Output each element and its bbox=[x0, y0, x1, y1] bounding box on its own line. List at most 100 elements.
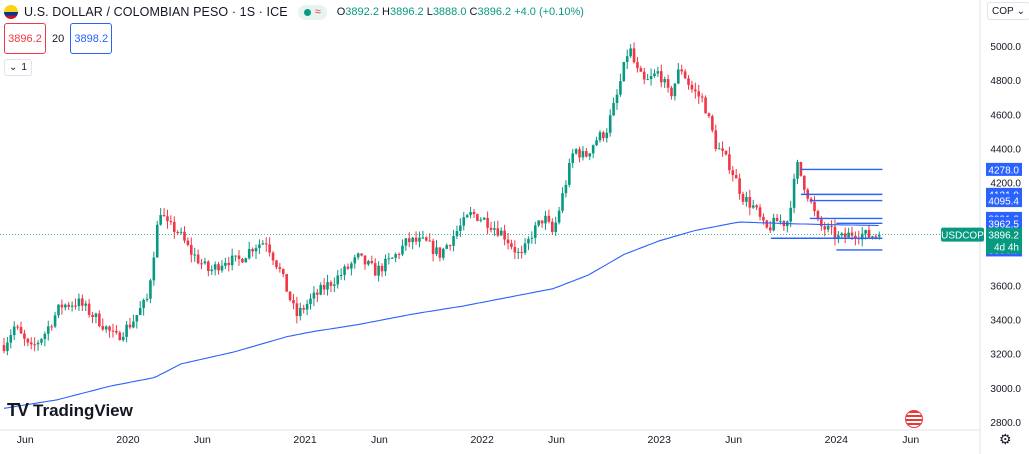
candle-body bbox=[264, 243, 268, 245]
candle-body bbox=[111, 330, 115, 332]
candle-body bbox=[867, 230, 871, 238]
ohlc-values: O3892.2 H3896.2 L3888.0 C3896.2 +4.0 (+0… bbox=[337, 6, 584, 18]
candle-body bbox=[329, 282, 333, 286]
candle-body bbox=[486, 217, 489, 228]
candle-body bbox=[503, 230, 506, 240]
candle-body bbox=[227, 262, 231, 266]
symbol-title[interactable]: U.S. DOLLAR / COLOMBIAN PESO · 1S · ICE bbox=[24, 5, 288, 19]
price-tick-label: 2800.0 bbox=[990, 418, 1021, 429]
wave-icon: ≈ bbox=[314, 6, 321, 18]
candle-body bbox=[424, 237, 428, 241]
candle-body bbox=[26, 338, 30, 343]
candle-body bbox=[540, 220, 544, 224]
candle-body bbox=[261, 243, 265, 245]
candle-body bbox=[421, 237, 425, 239]
time-axis[interactable]: Jun 2020 Jun 2021 Jun 2022 Jun 2023 Jun 2024 Jun bbox=[0, 429, 980, 446]
candle-body bbox=[418, 237, 421, 242]
us-flag-icon[interactable] bbox=[905, 410, 923, 428]
candle-body bbox=[656, 71, 660, 74]
candle-body bbox=[431, 240, 435, 255]
candle-body bbox=[670, 87, 673, 97]
candle-body bbox=[779, 220, 782, 222]
candle-body bbox=[588, 153, 592, 157]
candle-body bbox=[91, 314, 94, 318]
candle-body bbox=[581, 151, 585, 158]
candle-body bbox=[350, 263, 353, 269]
candle-body bbox=[561, 193, 564, 211]
market-status-icon bbox=[303, 8, 311, 16]
candle-body bbox=[281, 268, 285, 275]
candle-body bbox=[448, 245, 452, 247]
candle-body bbox=[230, 255, 234, 266]
indicators-toggle[interactable]: ⌄ 1 bbox=[4, 59, 32, 76]
candle-body bbox=[837, 235, 840, 239]
candle-body bbox=[288, 291, 292, 300]
candle-body bbox=[6, 342, 9, 352]
candle-body bbox=[690, 84, 694, 90]
time-tick-label: 2024 bbox=[825, 434, 849, 446]
candle-body bbox=[108, 326, 111, 331]
price-tick-label: 4600.0 bbox=[990, 110, 1021, 121]
current-price-label-box bbox=[986, 227, 1022, 254]
candle-body bbox=[768, 227, 772, 231]
candle-body bbox=[530, 237, 534, 239]
low-label: L bbox=[426, 6, 433, 18]
candle-body bbox=[336, 275, 340, 285]
sell-button[interactable]: 3896.2 bbox=[4, 23, 46, 54]
candle-body bbox=[496, 228, 500, 236]
candle-body bbox=[16, 326, 19, 328]
candle-body bbox=[625, 56, 629, 63]
candle-body bbox=[203, 261, 207, 264]
candle-body bbox=[343, 266, 346, 276]
candle-body bbox=[854, 235, 857, 239]
market-status[interactable]: ≈ bbox=[297, 4, 327, 20]
time-tick-label: 2023 bbox=[648, 434, 672, 446]
candle-body bbox=[523, 243, 527, 253]
moving-average-series bbox=[3, 221, 879, 409]
high-label: H bbox=[382, 6, 390, 18]
candle-body bbox=[12, 326, 16, 336]
current-price-label: 3896.2 bbox=[988, 231, 1019, 242]
candle-body bbox=[19, 327, 23, 334]
candle-body bbox=[554, 222, 558, 232]
candle-body bbox=[224, 262, 227, 266]
candle-body bbox=[585, 151, 588, 157]
candle-body bbox=[615, 94, 619, 103]
candle-body bbox=[183, 231, 186, 241]
candle-body bbox=[717, 148, 721, 150]
candle-body bbox=[53, 315, 57, 327]
candle-body bbox=[578, 149, 581, 158]
candle-body bbox=[551, 221, 554, 232]
candle-body bbox=[646, 79, 649, 81]
candle-body bbox=[244, 258, 248, 263]
candle-body bbox=[772, 217, 775, 231]
candle-body bbox=[792, 178, 796, 208]
candle-body bbox=[602, 132, 605, 139]
price-tick-label: 3000.0 bbox=[990, 384, 1021, 395]
candle-body bbox=[94, 313, 98, 318]
candle-body bbox=[659, 71, 663, 83]
candlestick-series bbox=[2, 42, 881, 356]
candle-body bbox=[574, 149, 578, 154]
currency-button[interactable]: COP ⌄ bbox=[987, 2, 1029, 20]
candle-body bbox=[333, 284, 336, 286]
candle-body bbox=[830, 225, 833, 227]
candle-body bbox=[411, 237, 414, 243]
candle-body bbox=[843, 233, 847, 238]
candle-body bbox=[302, 307, 305, 310]
settings-icon[interactable]: ⚙ bbox=[999, 431, 1012, 447]
candle-body bbox=[826, 225, 830, 230]
price-level-label-box bbox=[986, 194, 1022, 208]
time-tick-label: Jun bbox=[902, 434, 919, 446]
buy-button[interactable]: 3898.2 bbox=[70, 23, 113, 54]
candle-body bbox=[445, 245, 449, 249]
candle-body bbox=[751, 205, 755, 208]
price-axis[interactable]: 2800.03000.03200.03400.03600.03800.04000… bbox=[941, 0, 1022, 454]
low-value: 3888.0 bbox=[432, 6, 467, 18]
candle-body bbox=[285, 274, 288, 292]
candle-body bbox=[636, 62, 639, 69]
price-level-drawings[interactable] bbox=[770, 168, 883, 251]
candle-body bbox=[564, 184, 568, 194]
candle-body bbox=[414, 237, 418, 242]
